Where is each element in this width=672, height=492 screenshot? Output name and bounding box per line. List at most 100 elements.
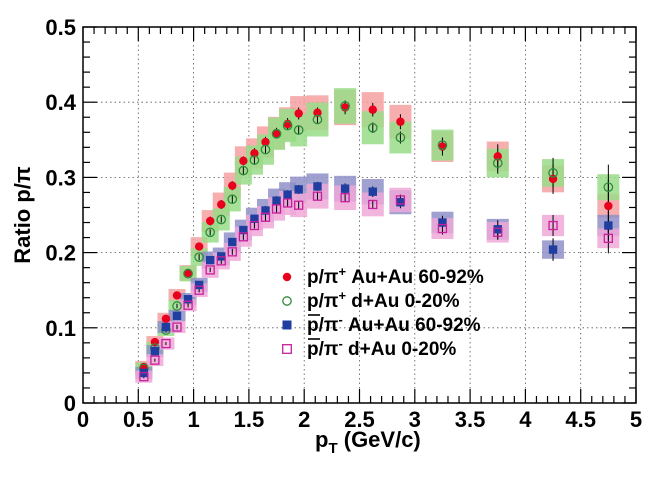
x-tick-label: 1	[187, 407, 199, 432]
marker-point	[161, 314, 171, 323]
marker-point	[548, 220, 558, 231]
marker-point	[395, 195, 406, 205]
marker-point	[438, 218, 447, 227]
legend: p/π+ Au+Au 60-92%p/π+ d+Au 0-20%p/π- Au+…	[282, 264, 484, 360]
marker-point	[238, 232, 249, 242]
marker-point	[340, 184, 350, 193]
marker-point	[312, 191, 323, 201]
marker-point	[294, 109, 303, 118]
legend-label-rest: d+Au 0-20%	[343, 339, 457, 360]
marker-point	[216, 256, 226, 266]
data-markers	[138, 101, 614, 382]
marker-point	[367, 122, 378, 133]
marker-point	[172, 301, 182, 311]
marker-point	[250, 214, 259, 223]
marker-point	[228, 237, 237, 247]
marker-point	[205, 255, 215, 265]
legend-label-base: p/π	[307, 339, 339, 360]
marker-point	[368, 199, 378, 210]
marker-point	[172, 322, 182, 332]
marker-point	[493, 152, 502, 161]
marker-point	[205, 265, 215, 275]
marker-point	[395, 132, 406, 143]
marker-point	[340, 193, 350, 203]
marker-point	[227, 247, 237, 257]
x-axis-title-main: p	[315, 427, 328, 452]
marker-point	[194, 252, 204, 262]
marker-point	[183, 268, 193, 278]
marker-point	[294, 200, 304, 210]
legend-label-rest: Au+Au 60-92%	[343, 315, 481, 336]
marker-point	[604, 221, 613, 230]
marker-point	[139, 372, 149, 382]
x-tick-label: 4	[519, 407, 532, 432]
marker-point	[396, 198, 405, 207]
y-tick-label: 0.2	[45, 241, 76, 266]
marker-point	[603, 182, 614, 193]
marker-point	[271, 128, 282, 139]
marker-point	[183, 300, 193, 310]
marker-point	[261, 206, 270, 215]
marker-point	[239, 225, 248, 235]
legend-label: p/π+ d+Au 0-20%	[307, 288, 460, 312]
marker-point	[205, 227, 216, 238]
y-tick-labels: 0 0.1 0.2 0.3 0.4 0.5	[45, 15, 76, 416]
marker-point	[271, 204, 282, 214]
x-tick-label: 3	[409, 407, 421, 432]
y-tick-label: 0.4	[45, 90, 76, 115]
marker-point	[228, 181, 237, 190]
marker-point	[396, 117, 405, 126]
legend-label-sup: -	[338, 336, 342, 351]
marker-point	[194, 242, 204, 251]
legend-label-sup: +	[338, 288, 346, 303]
y-tick-label: 0	[64, 391, 76, 416]
x-tick-label: 0.5	[123, 407, 154, 432]
x-tick-label: 1.5	[234, 407, 265, 432]
legend-label-base: p/π	[307, 315, 339, 336]
legend-label-rest: d+Au 0-20%	[346, 291, 460, 312]
marker-point	[312, 114, 323, 125]
marker-point	[603, 233, 613, 243]
legend-marker	[282, 320, 292, 330]
legend-label-rest: Au+Au 60-92%	[346, 267, 484, 288]
marker-point	[260, 212, 271, 222]
marker-point	[368, 105, 377, 114]
marker-point	[216, 214, 227, 225]
marker-point	[183, 268, 193, 279]
marker-point	[272, 128, 281, 138]
legend-label-base: p/π	[307, 267, 339, 288]
marker-point	[313, 108, 322, 117]
y-tick-label: 0.5	[45, 15, 76, 40]
y-tick-label: 0.3	[45, 165, 76, 190]
legend-label: p/π+ Au+Au 60-92%	[307, 264, 484, 288]
marker-point	[272, 196, 281, 205]
marker-point	[172, 311, 182, 320]
x-tick-label: 0	[77, 407, 89, 432]
marker-point	[239, 156, 248, 166]
marker-point	[340, 101, 350, 111]
marker-point	[161, 338, 171, 349]
marker-point	[217, 200, 226, 209]
marker-point	[150, 346, 160, 356]
marker-point	[283, 190, 292, 199]
marker-point	[183, 295, 193, 304]
marker-point	[294, 185, 303, 194]
x-tick-labels: 0 0.5 1 1.5 2 2.5 3 3.5 4 4.5 5	[77, 407, 642, 432]
marker-point	[194, 280, 204, 290]
marker-point	[249, 220, 260, 231]
marker-point	[548, 245, 558, 254]
x-tick-label: 3.5	[455, 407, 486, 432]
x-axis-title: pT (GeV/c)	[315, 427, 421, 457]
marker-point	[205, 216, 215, 226]
marker-point	[150, 355, 160, 365]
legend-label-sup: +	[338, 264, 346, 279]
marker-point	[437, 223, 448, 234]
x-axis-title-unit: (GeV/c)	[338, 427, 421, 452]
marker-point	[249, 155, 260, 165]
marker-point	[172, 291, 182, 300]
x-tick-label: 4.5	[565, 407, 596, 432]
legend-marker	[282, 296, 292, 306]
marker-point	[238, 165, 249, 176]
legend-label: p/π- d+Au 0-20%	[307, 336, 456, 360]
x-tick-label: 2	[298, 407, 310, 432]
